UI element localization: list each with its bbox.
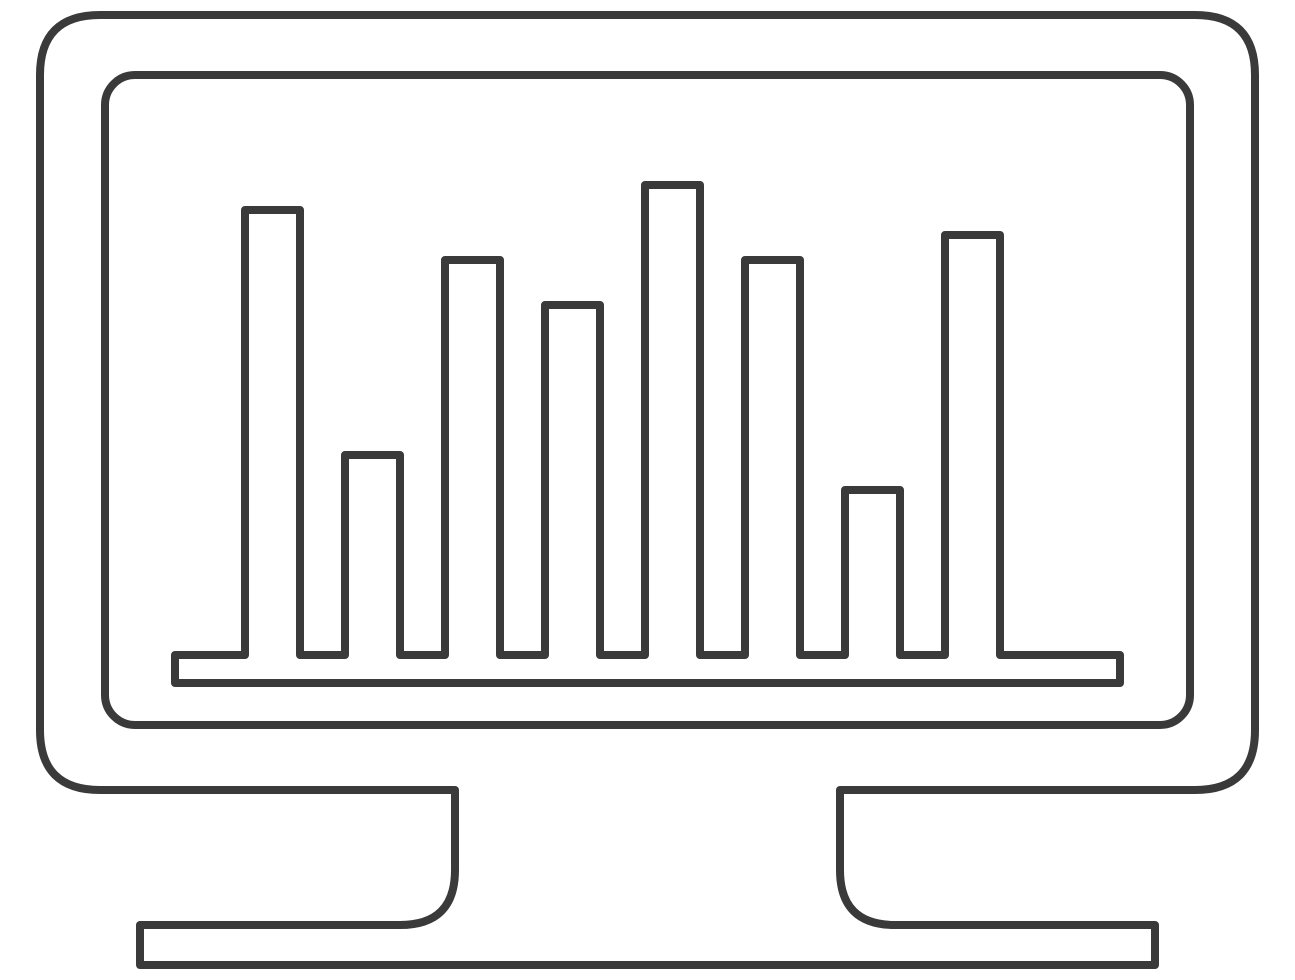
monitor-bar-chart-icon — [0, 0, 1295, 980]
bar-chart — [175, 185, 1120, 683]
monitor-bar-chart-svg — [0, 0, 1295, 980]
